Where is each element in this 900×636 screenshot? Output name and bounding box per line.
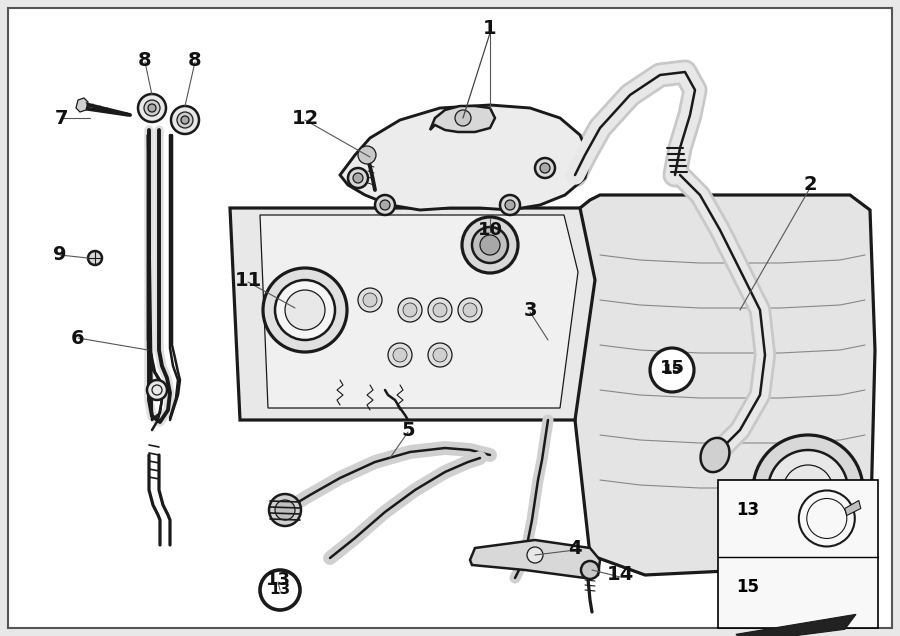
Text: 15: 15	[662, 363, 682, 377]
Text: 13: 13	[736, 501, 759, 519]
Circle shape	[500, 195, 520, 215]
Circle shape	[181, 116, 189, 124]
Circle shape	[398, 298, 422, 322]
Circle shape	[463, 303, 477, 317]
Circle shape	[375, 195, 395, 215]
Circle shape	[472, 227, 508, 263]
Circle shape	[403, 303, 417, 317]
Polygon shape	[230, 208, 595, 420]
Circle shape	[144, 100, 160, 116]
Circle shape	[527, 547, 543, 563]
Circle shape	[363, 293, 377, 307]
Text: 12: 12	[292, 109, 319, 127]
Circle shape	[147, 380, 167, 400]
Text: 1: 1	[483, 18, 497, 38]
Circle shape	[480, 235, 500, 255]
Text: 11: 11	[234, 270, 262, 289]
Circle shape	[260, 570, 300, 610]
Circle shape	[148, 104, 156, 112]
Bar	[718, 480, 878, 628]
Circle shape	[433, 348, 447, 362]
Text: 10: 10	[478, 221, 502, 239]
Text: 2: 2	[803, 176, 817, 195]
Circle shape	[348, 168, 368, 188]
Text: 5: 5	[401, 420, 415, 439]
Circle shape	[177, 112, 193, 128]
Text: 15: 15	[660, 359, 685, 377]
Text: 13: 13	[269, 583, 291, 597]
Circle shape	[353, 173, 363, 183]
Text: 6: 6	[71, 329, 85, 347]
Circle shape	[458, 298, 482, 322]
Circle shape	[358, 146, 376, 164]
Text: 3: 3	[523, 300, 536, 319]
Text: 15: 15	[736, 578, 759, 596]
Polygon shape	[260, 215, 578, 408]
Polygon shape	[575, 195, 875, 575]
Ellipse shape	[700, 438, 730, 472]
Circle shape	[581, 561, 599, 579]
Polygon shape	[340, 105, 590, 210]
Text: 7: 7	[55, 109, 68, 127]
Circle shape	[285, 290, 325, 330]
Text: 4: 4	[568, 539, 581, 558]
Circle shape	[388, 343, 412, 367]
Polygon shape	[430, 106, 495, 132]
Circle shape	[540, 163, 550, 173]
Circle shape	[358, 288, 382, 312]
Circle shape	[535, 158, 555, 178]
Circle shape	[88, 251, 102, 265]
Circle shape	[269, 494, 301, 526]
Circle shape	[263, 268, 347, 352]
Polygon shape	[845, 501, 860, 516]
Circle shape	[462, 217, 518, 273]
Circle shape	[393, 348, 407, 362]
Text: 8: 8	[188, 50, 202, 69]
Text: 13: 13	[266, 571, 291, 589]
Circle shape	[275, 500, 295, 520]
Text: 14: 14	[607, 565, 634, 584]
Circle shape	[753, 435, 863, 545]
Circle shape	[428, 343, 452, 367]
Circle shape	[505, 200, 515, 210]
Polygon shape	[76, 98, 88, 112]
Polygon shape	[470, 540, 600, 578]
Circle shape	[380, 200, 390, 210]
Circle shape	[768, 450, 848, 530]
Circle shape	[433, 303, 447, 317]
Circle shape	[650, 348, 694, 392]
Polygon shape	[736, 614, 856, 636]
Circle shape	[275, 280, 335, 340]
Circle shape	[428, 298, 452, 322]
Circle shape	[455, 110, 471, 126]
Circle shape	[171, 106, 199, 134]
Text: 8: 8	[139, 50, 152, 69]
Circle shape	[138, 94, 166, 122]
Text: 9: 9	[53, 245, 67, 265]
